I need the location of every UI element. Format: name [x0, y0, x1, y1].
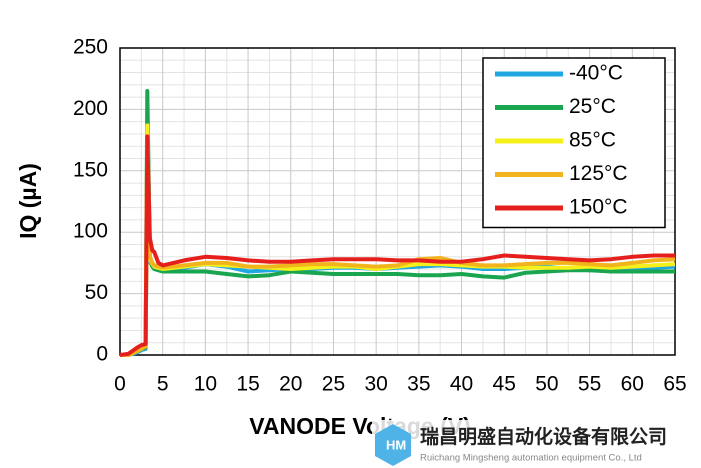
watermark-logo [375, 424, 411, 466]
x-tick-label: 0 [114, 373, 126, 396]
y-tick-label: 150 [73, 158, 108, 181]
x-tick-label: 55 [578, 373, 601, 396]
x-tick-label: 60 [621, 373, 644, 396]
legend-label: 85°C [569, 129, 616, 152]
x-tick-label: 10 [194, 373, 217, 396]
y-axis-title: IQ (µA) [15, 163, 41, 239]
x-tick-label: 65 [663, 373, 686, 396]
y-tick-label: 200 [73, 97, 108, 120]
y-tick-label: 0 [96, 343, 108, 366]
x-tick-label: 5 [157, 373, 169, 396]
x-tick-label: 40 [450, 373, 473, 396]
watermark-subtitle: Ruichang Mingsheng automation equipment … [420, 453, 642, 464]
plot-border [119, 47, 676, 356]
legend-label: 125°C [569, 162, 628, 185]
series-line [119, 134, 675, 357]
legend-label: -40°C [569, 62, 623, 85]
watermark-name: 瑞昌明盛自动化设备有限公司 [420, 425, 667, 448]
watermark: HM 瑞昌明盛自动化设备有限公司 Ruichang Mingsheng auto… [372, 420, 701, 468]
x-tick-label: 35 [407, 373, 430, 396]
y-tick-label: 250 [73, 36, 108, 59]
x-tick-label: 45 [493, 373, 516, 396]
x-tick-label: 50 [535, 373, 558, 396]
watermark-logo-mark: HM [386, 437, 406, 452]
legend-label: 150°C [569, 196, 628, 219]
legend-label: 25°C [569, 95, 616, 118]
y-tick-label: 100 [73, 220, 108, 243]
x-tick-label: 15 [236, 373, 259, 396]
x-tick-label: 25 [322, 373, 345, 396]
x-tick-label: 30 [364, 373, 387, 396]
x-tick-label: 20 [279, 373, 302, 396]
y-tick-label: 50 [85, 281, 108, 304]
watermark-bg [372, 420, 701, 468]
